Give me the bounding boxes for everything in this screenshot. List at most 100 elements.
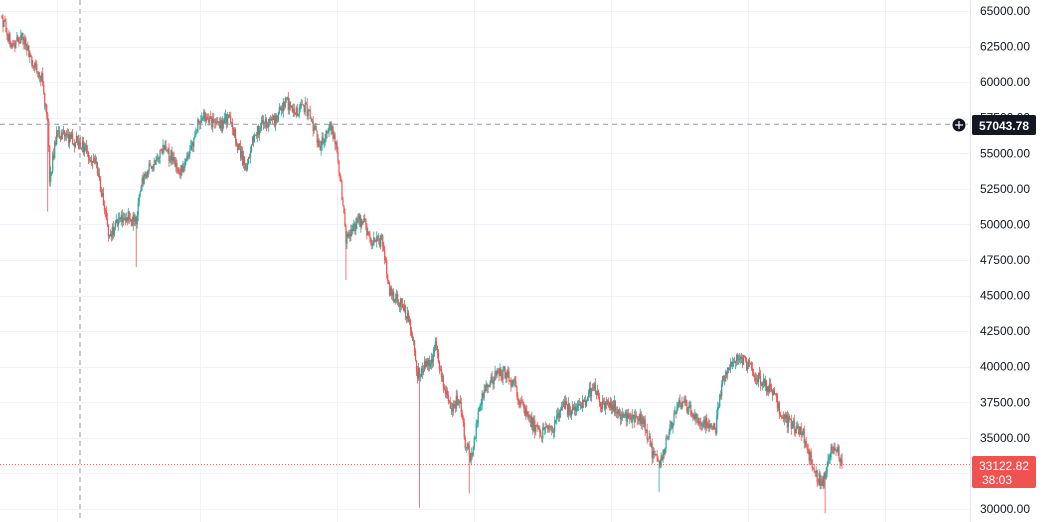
price-axis-tick-label: 52500.00 [980, 182, 1030, 196]
candle-body [415, 360, 418, 372]
candle-body [570, 411, 572, 416]
candle-body [264, 118, 267, 124]
candle-body [22, 33, 24, 40]
candle-body [103, 205, 105, 211]
price-axis-tick-label: 65000.00 [980, 4, 1030, 18]
candle-body [75, 136, 78, 143]
candle-body [223, 120, 225, 124]
candle-body [410, 330, 413, 336]
candle-body [320, 145, 322, 150]
candle-body [379, 238, 381, 247]
candle-body [630, 417, 632, 423]
candle-body [233, 128, 235, 136]
candle-body [528, 416, 530, 418]
candle-body [372, 245, 374, 247]
candle-body [817, 481, 819, 483]
candle-body [572, 406, 575, 410]
candle-body [375, 241, 377, 243]
candle-body [354, 223, 356, 232]
candle-body [562, 405, 564, 407]
candle-body [163, 144, 165, 150]
candle-body [468, 445, 470, 455]
candle-body [278, 107, 280, 113]
candle-body [735, 361, 737, 363]
candle-body [247, 156, 250, 164]
candle-body [259, 127, 262, 130]
candle-body [501, 376, 503, 380]
candle-body [587, 393, 590, 397]
candle-body [677, 404, 679, 408]
candle-body [617, 409, 619, 414]
candle-body [142, 178, 144, 184]
candle-body [269, 118, 272, 121]
candle-body [478, 409, 480, 412]
candle-body [116, 219, 118, 226]
candle-body [724, 380, 726, 382]
candle-body [43, 84, 45, 93]
candle-body [137, 202, 139, 216]
price-axis[interactable]: 65000.0062500.0060000.0057500.0055000.00… [980, 4, 1030, 516]
candle-body [700, 421, 702, 426]
candle-body [57, 130, 59, 132]
candle-body [82, 141, 85, 153]
candle-body [386, 260, 388, 275]
candle-body [513, 379, 515, 381]
candle-body [458, 400, 460, 403]
candle-body [197, 119, 199, 133]
candle-body [767, 386, 770, 392]
candle-body [367, 232, 369, 235]
candle-body [726, 372, 728, 375]
candle-body [561, 405, 563, 409]
candle-body [753, 375, 756, 378]
candle-body [445, 390, 447, 395]
candle-body [36, 63, 38, 72]
candle-body [529, 416, 531, 418]
candle-body [198, 119, 200, 124]
candle-body [393, 291, 395, 302]
candle-body [257, 126, 260, 136]
candle-body [88, 158, 91, 161]
candle-body [743, 355, 746, 358]
candle-body [673, 413, 675, 424]
candle-body [618, 409, 620, 415]
candle-body [111, 227, 113, 238]
candle-body [835, 449, 837, 452]
candle-body [288, 101, 290, 110]
candle-body [31, 56, 33, 66]
candle-body [398, 302, 400, 307]
candle-body [235, 129, 237, 142]
candle-body [644, 419, 646, 431]
candle-body [602, 400, 605, 404]
candle-body [694, 414, 696, 420]
candle-body [813, 469, 815, 472]
candle-body [218, 122, 220, 123]
candle-body [491, 377, 493, 381]
candle-body [723, 376, 725, 381]
candle-body [635, 415, 637, 417]
candle-body [582, 399, 585, 402]
candle-body [837, 446, 839, 451]
candle-body [768, 383, 771, 392]
candle-body [391, 288, 393, 296]
candle-body [752, 372, 755, 376]
candle-body [572, 406, 574, 411]
candle-body [639, 413, 641, 422]
candle-body [16, 36, 18, 41]
candle-body [361, 218, 363, 225]
candle-body [474, 437, 476, 439]
candle-body [439, 369, 441, 371]
candle-body [789, 418, 791, 420]
candle-body [109, 234, 111, 236]
candle-body [759, 375, 762, 385]
candle-body [595, 392, 598, 396]
candle-body [70, 132, 73, 140]
candle-body [352, 226, 354, 232]
candle-body [807, 449, 809, 451]
candle-body [69, 134, 72, 140]
candle-body [383, 246, 385, 251]
candle-body [364, 218, 366, 220]
candle-body [667, 437, 669, 439]
candle-body [740, 356, 743, 358]
candle-body [62, 132, 64, 134]
